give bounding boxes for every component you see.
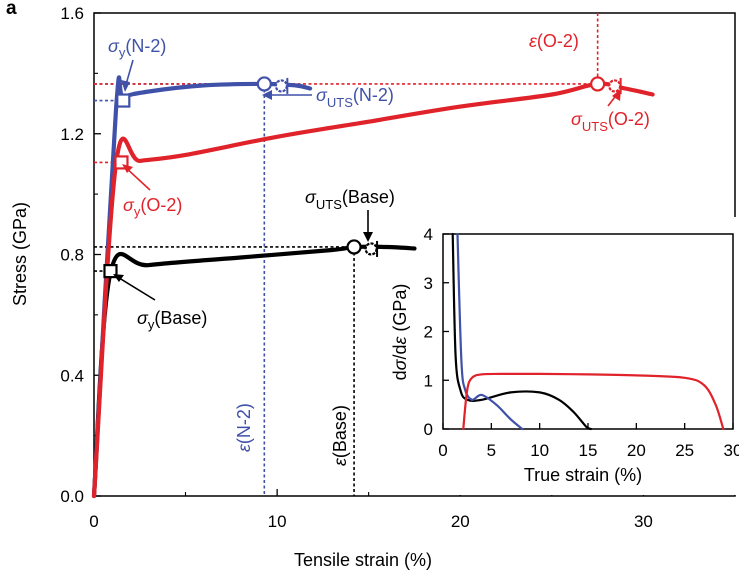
inset-x-axis-ticks: 0 5 10 15 20 25 30	[438, 423, 739, 460]
yield-marker-n2	[116, 93, 131, 108]
main-y-tick-label-2: 0.8	[60, 246, 84, 265]
fracture-gear-marker-n2	[274, 79, 288, 93]
main-x-axis-label: Tensile strain (%)	[294, 550, 432, 570]
annot-sigma-y-n2: σy(N-2)	[108, 36, 166, 60]
main-x-tick-label-0: 0	[89, 512, 98, 531]
inset-x-tick-label-5: 25	[675, 441, 694, 460]
main-y-axis-label: Stress (GPa)	[10, 202, 30, 306]
main-x-tick-label-2: 20	[451, 512, 470, 531]
inset-y-axis-ticks: 0 1 2 3 4	[424, 225, 449, 439]
annot-sigma-uts-n2: σUTS(N-2)	[316, 85, 394, 110]
inset-x-tick-label-4: 20	[627, 441, 646, 460]
inset-y-tick-label-1: 1	[424, 371, 433, 390]
inset-background	[423, 217, 739, 495]
inset-x-axis-label: True strain (%)	[524, 465, 642, 485]
arrow-sigma-y-base	[115, 275, 156, 301]
inset-x-tick-label-1: 5	[487, 441, 496, 460]
inset-y-tick-label-2: 2	[424, 323, 433, 342]
arrowhead-sigma-uts-n2	[262, 90, 272, 100]
main-y-tick-label-0: 0.0	[60, 487, 84, 506]
annot-sigma-y-base: σy(Base)	[137, 308, 207, 332]
inset-x-tick-label-6: 30	[724, 441, 739, 460]
main-markers	[103, 76, 622, 279]
annot-sigma-y-o2: σy(O-2)	[123, 195, 182, 219]
main-y-tick-label-1: 0.4	[60, 366, 84, 385]
annot-eps-n2: ε(N-2)	[234, 403, 254, 452]
inset-x-tick-label-3: 15	[579, 441, 598, 460]
main-plot-area: 0 10 20 30 0.00.40.81.21.6 Tensile strain (…	[10, 4, 736, 570]
inset-series-line-n2	[456, 232, 524, 431]
main-x-tick-label-3: 30	[634, 512, 653, 531]
inset-y-tick-label-3: 3	[424, 274, 433, 293]
inset-y-tick-label-4: 4	[424, 225, 433, 244]
inset-plot: 0 5 10 15 20 25 30 0 1 2 3 4 True strain (%) dσ/dε…	[390, 217, 739, 495]
panel-label: a	[6, 0, 17, 19]
arrowhead-sigma-uts-base	[363, 232, 373, 242]
uts-marker-base	[346, 239, 362, 255]
fracture-gear-marker-base	[364, 242, 378, 256]
main-y-axis-ticks: 0.0 0.4 0.8 1.2 1.6	[60, 4, 101, 506]
main-x-tick-label-1: 10	[268, 512, 287, 531]
arrowhead-sigma-uts-o2	[612, 89, 621, 101]
annot-sigma-uts-o2: σUTS(O-2)	[571, 109, 650, 134]
arrowhead-sigma-y-n2	[121, 80, 130, 92]
inset-x-tick-label-0: 0	[438, 441, 447, 460]
annot-eps-o2: ε(O-2)	[529, 31, 579, 51]
main-y-tick-label-4: 1.6	[60, 4, 84, 23]
inset-y-axis-label: dσ/dε (GPa)	[390, 284, 410, 381]
annot-eps-base: ε(Base)	[330, 405, 350, 466]
inset-series-line-base	[451, 232, 592, 431]
inset-series	[451, 232, 725, 431]
inset-y-tick-label-0: 0	[424, 420, 433, 439]
main-y-tick-label-3: 1.2	[60, 125, 84, 144]
annot-sigma-uts-base: σUTS(Base)	[305, 187, 395, 212]
arrowhead-sigma-y-o2	[122, 164, 133, 173]
fracture-gear-marker-o2	[608, 79, 622, 93]
series-line-base	[91, 244, 417, 499]
inset-series-line-o2	[462, 372, 725, 431]
uts-marker-n2	[256, 76, 272, 92]
inset-x-tick-label-2: 10	[530, 441, 549, 460]
arrowhead-sigma-y-base	[113, 274, 124, 282]
uts-marker-o2	[590, 76, 606, 92]
annotations: σy(N-2) σUTS(N-2) ε(O-2) σUTS(O-2) σy(O-…	[108, 31, 650, 466]
